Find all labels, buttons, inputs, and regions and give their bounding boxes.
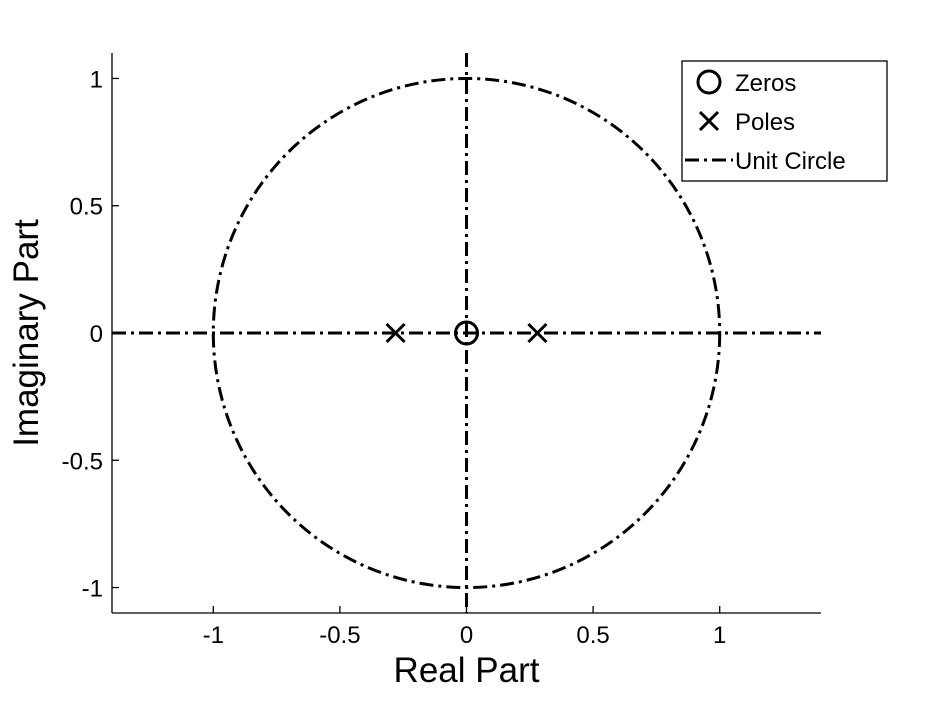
y-tick-label: 0 (90, 321, 103, 348)
x-tick-label: 0.5 (576, 622, 609, 649)
unit-circle (211, 76, 722, 590)
x-axis-ticks: -1 -0.5 0 0.5 1 (203, 606, 726, 649)
pole-marker (385, 322, 406, 344)
y-axis-ticks: -1 -0.5 0 0.5 1 (62, 66, 119, 603)
x-tick-label: 1 (713, 622, 726, 649)
legend-poles-marker (698, 110, 720, 132)
y-axis-label: Imaginary Part (7, 219, 46, 447)
legend-zeros-marker (696, 69, 722, 95)
plot-content (112, 53, 821, 613)
x-tick-label: -0.5 (319, 622, 360, 649)
y-tick-label: 1 (90, 66, 103, 93)
y-tick-label: 0.5 (70, 194, 103, 221)
pole-marker (527, 322, 548, 344)
legend-poles-label: Poles (735, 109, 795, 136)
legend-unit-circle-label: Unit Circle (735, 148, 846, 175)
y-tick-label: -0.5 (62, 448, 103, 475)
legend-zeros-label: Zeros (735, 70, 796, 97)
y-tick-label: -1 (82, 576, 103, 603)
legend: Zeros Poles Unit Circle (681, 60, 888, 182)
x-axis-label: Real Part (394, 651, 540, 690)
x-tick-label: -1 (203, 622, 224, 649)
x-tick-label: 0 (460, 622, 473, 649)
zero-marker (454, 320, 479, 346)
